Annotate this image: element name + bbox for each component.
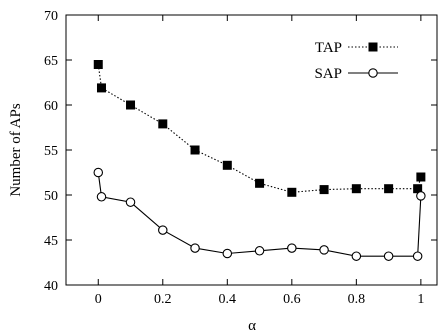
y-tick-label: 45 — [44, 234, 58, 249]
x-tick-label: 0.6 — [283, 292, 301, 307]
data-point-sap — [222, 248, 233, 259]
data-point-sap — [319, 245, 329, 255]
data-point-tap — [158, 119, 168, 129]
data-point-sap — [93, 167, 104, 178]
data-point-sap — [96, 192, 107, 202]
data-point-sap — [254, 246, 265, 256]
data-point-sap — [190, 243, 200, 253]
series-line-tap — [97, 64, 422, 193]
x-axis-title: α — [248, 318, 256, 333]
data-point-sap — [416, 191, 426, 201]
y-tick-label: 50 — [44, 189, 58, 204]
data-point-tap — [351, 184, 361, 194]
data-point-sap — [412, 251, 423, 261]
data-point-tap — [287, 187, 297, 197]
y-tick-label: 55 — [44, 144, 58, 159]
data-point-sap — [287, 243, 297, 253]
y-axis-title: Number of APs — [8, 103, 24, 196]
data-point-tap — [190, 145, 200, 155]
x-tick-label: 0.4 — [219, 292, 237, 307]
data-point-tap — [222, 160, 232, 170]
series-sap — [93, 167, 426, 261]
series-layer — [93, 60, 426, 261]
y-tick-label: 70 — [44, 9, 58, 24]
legend-label-sap: SAP — [314, 66, 342, 82]
data-point-tap — [93, 60, 103, 69]
data-point-tap — [384, 184, 394, 194]
data-point-tap — [96, 83, 106, 93]
data-point-sap — [351, 251, 362, 261]
data-point-sap — [368, 68, 378, 78]
y-tick-label: 40 — [44, 279, 58, 294]
data-point-tap — [416, 172, 426, 182]
data-point-sap — [383, 251, 394, 261]
data-point-tap — [126, 100, 136, 110]
plot-frame — [65, 14, 438, 286]
x-tick-label: 1 — [417, 292, 424, 307]
x-tick-label: 0.2 — [154, 292, 172, 307]
y-tick-label: 65 — [44, 54, 58, 69]
axes: 40 45 50 55 60 65 70 0 0.2 0.4 0.6 0.8 1 — [44, 9, 438, 307]
legend: TAP SAP — [314, 40, 398, 82]
data-point-sap — [158, 225, 168, 235]
data-point-sap — [125, 197, 136, 207]
x-tick-label: 0.8 — [348, 292, 366, 307]
y-tick-label: 60 — [44, 99, 58, 114]
legend-label-tap: TAP — [315, 40, 342, 56]
data-point-tap — [368, 42, 378, 52]
series-tap — [93, 60, 426, 197]
data-point-tap — [319, 185, 329, 195]
data-point-tap — [255, 178, 265, 188]
x-tick-label: 0 — [95, 292, 102, 307]
